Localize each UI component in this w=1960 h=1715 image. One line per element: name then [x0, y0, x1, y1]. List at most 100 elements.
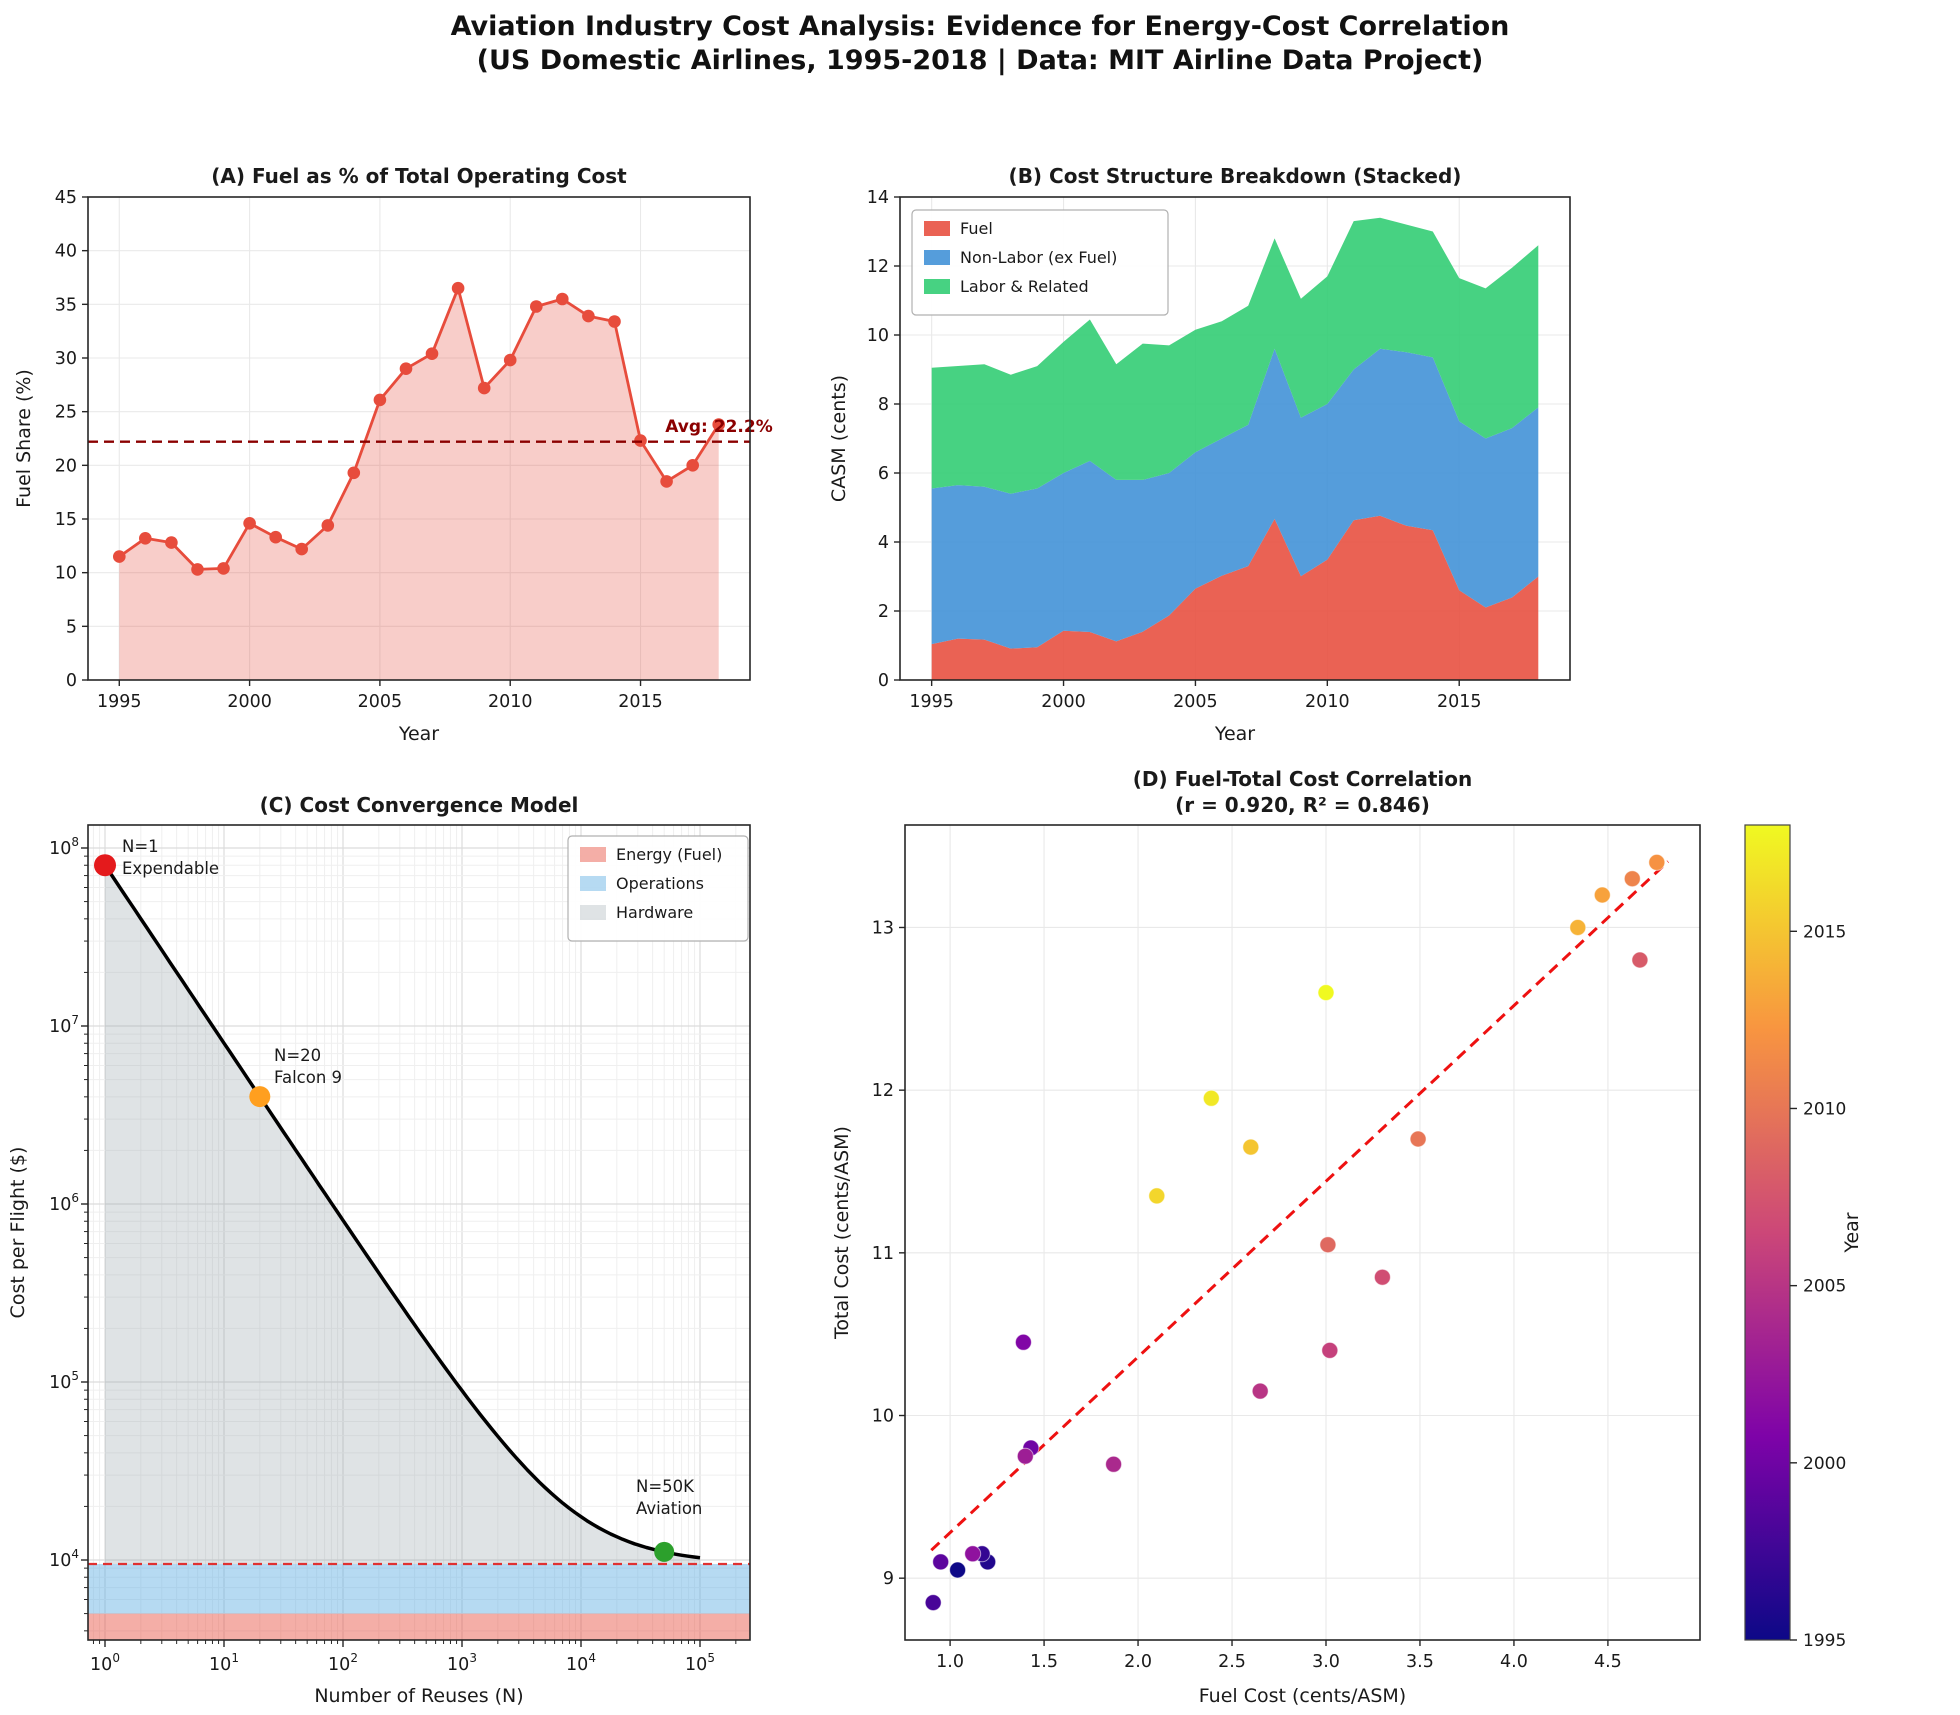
mantissa: 10: [90, 1655, 112, 1675]
x-tick-label: 2000: [1041, 692, 1086, 712]
data-point-marker: [321, 519, 335, 532]
y-tick-label: 11: [872, 1244, 894, 1264]
mantissa: 10: [447, 1655, 469, 1675]
log-tick-label: 105: [49, 1369, 79, 1393]
annotation-n1: N=1: [122, 837, 159, 856]
exponent: 5: [707, 1651, 715, 1665]
y-tick-label: 35: [55, 295, 77, 315]
exponent: 6: [71, 1191, 79, 1205]
fuel-share-area: [119, 288, 719, 680]
data-point-marker: [425, 347, 439, 361]
data-point-marker: [243, 517, 256, 530]
exponent: 5: [71, 1369, 79, 1383]
panel-a-frame: [87, 196, 751, 681]
scatter-point: [1648, 853, 1666, 871]
y-tick-label: 0: [878, 671, 889, 691]
scatter-point: [949, 1561, 967, 1579]
exponent: 3: [469, 1651, 477, 1665]
exponent: 4: [71, 1547, 79, 1561]
operations-band: [88, 1563, 750, 1614]
x-tick-label: 2005: [358, 692, 403, 712]
mantissa: 10: [49, 1017, 71, 1037]
y-tick-label: 4: [878, 533, 889, 553]
convergence-curve: [103, 864, 701, 1560]
figure-title: Aviation Industry Cost Analysis: Evidenc…: [0, 10, 1960, 78]
y-tick-label: 10: [867, 326, 889, 346]
mantissa: 10: [49, 1373, 71, 1393]
panel-a-xlabel: Year: [398, 723, 439, 745]
panel-b-frame: [899, 196, 1571, 681]
exponent: 4: [588, 1651, 596, 1665]
colorbar-tick-label: 2010: [1803, 1099, 1846, 1119]
panel-d-frame: [904, 824, 1701, 1641]
scatter-point: [1631, 951, 1649, 969]
log-tick-label: 104: [49, 1547, 79, 1571]
x-tick-label: 2015: [618, 692, 663, 712]
x-tick-label: 2010: [488, 692, 533, 712]
panel-d-title-line1: (D) Fuel-Total Cost Correlation: [1133, 767, 1472, 791]
panel-b-ylabel: CASM (cents): [828, 375, 850, 502]
panel-c-xlabel: Number of Reuses (N): [314, 1685, 523, 1707]
y-tick-label: 12: [867, 257, 889, 277]
legend-swatch: [924, 250, 950, 265]
legend-entry-label: Energy (Fuel): [616, 845, 722, 864]
exponent: 8: [71, 835, 79, 849]
panel-d-title-line2: (r = 0.920, R² = 0.846): [1175, 793, 1430, 817]
panel-b-title: (B) Cost Structure Breakdown (Stacked): [1009, 164, 1462, 188]
x-tick-label: 1.5: [1030, 1652, 1058, 1672]
average-line-label: Avg: 22.2%: [665, 417, 773, 437]
data-point-marker: [269, 530, 283, 544]
data-point-marker: [582, 309, 595, 323]
log-tick-label: 104: [566, 1651, 596, 1675]
x-tick-label: 3.0: [1312, 1652, 1340, 1672]
log-tick-label: 106: [49, 1191, 79, 1215]
data-point-marker: [477, 381, 491, 395]
y-tick-label: 13: [872, 918, 894, 938]
y-tick-label: 0: [66, 671, 77, 691]
panel-d-xlabel: Fuel Cost (cents/ASM): [1199, 1685, 1406, 1707]
stacked-area-non-labor-ex-fuel-: [931, 348, 1539, 649]
y-tick-label: 20: [55, 456, 77, 476]
x-tick-label: 2.0: [1124, 1652, 1152, 1672]
mantissa: 10: [209, 1655, 231, 1675]
legend-swatch: [924, 279, 950, 294]
data-point-marker: [451, 281, 465, 295]
colorbar-tick-label: 2015: [1803, 922, 1846, 942]
data-point-marker: [347, 466, 361, 480]
legend-swatch: [580, 876, 606, 891]
y-tick-label: 10: [872, 1407, 894, 1427]
stacked-area-fuel: [931, 515, 1539, 680]
colorbar-tick-label: 1995: [1803, 1631, 1846, 1651]
legend-entry-label: Labor & Related: [960, 277, 1089, 296]
annotation-n20: N=20: [274, 1046, 321, 1065]
legend-entry-label: Fuel: [960, 219, 993, 238]
hardware-band: [105, 865, 700, 1564]
x-tick-label: 2005: [1173, 692, 1218, 712]
y-tick-label: 30: [55, 349, 77, 369]
x-tick-label: 1995: [97, 692, 142, 712]
scatter-point: [1251, 1382, 1269, 1400]
log-tick-label: 100: [90, 1651, 120, 1675]
panel-d-ylabel: Total Cost (cents/ASM): [831, 1126, 853, 1340]
x-tick-label: 4.5: [1594, 1652, 1622, 1672]
annotation-falcon9: Falcon 9: [274, 1068, 342, 1087]
figure-title-line2: (US Domestic Airlines, 1995-2018 | Data:…: [476, 45, 1484, 76]
scatter-point: [1623, 870, 1641, 888]
y-tick-label: 12: [872, 1081, 894, 1101]
x-tick-label: 3.5: [1406, 1652, 1434, 1672]
mantissa: 10: [49, 1551, 71, 1571]
data-point-marker: [139, 532, 152, 545]
legend-swatch: [580, 905, 606, 920]
scatter-point: [1202, 1089, 1220, 1107]
stacked-area-labor-related: [931, 217, 1539, 494]
scatter-point: [1148, 1187, 1166, 1205]
y-tick-label: 10: [55, 564, 77, 584]
data-point-marker: [399, 362, 413, 376]
data-point-marker: [295, 542, 309, 556]
trend-line: [930, 860, 1670, 1552]
data-point-marker: [191, 563, 204, 576]
scatter-point: [1242, 1138, 1260, 1156]
y-tick-label: 6: [878, 464, 889, 484]
y-tick-label: 15: [55, 510, 77, 530]
mantissa: 10: [49, 1195, 71, 1215]
